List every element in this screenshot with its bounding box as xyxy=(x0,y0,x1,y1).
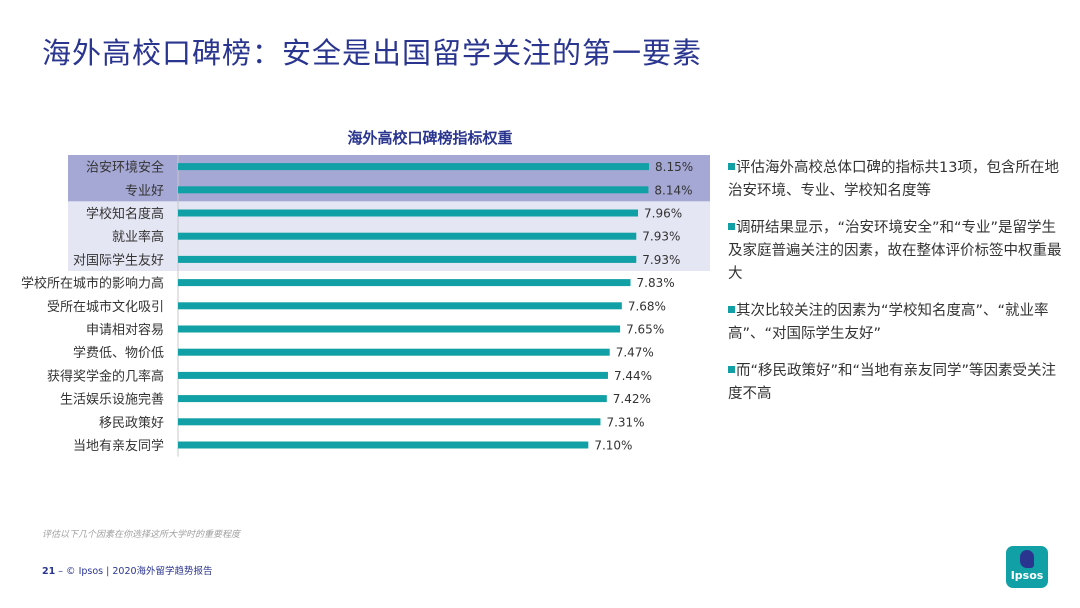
page-title: 海外高校口碑榜：安全是出国留学关注的第一要素 xyxy=(42,36,703,70)
category-label: 申请相对容易 xyxy=(86,322,164,338)
bar xyxy=(178,395,607,403)
bar xyxy=(178,186,649,194)
data-label: 7.10% xyxy=(594,439,632,453)
footer: 21 – © Ipsos | 2020海外留学趋势报告 xyxy=(42,563,213,577)
category-label: 学费低、物价低 xyxy=(73,345,164,361)
ipsos-logo: Ipsos xyxy=(1006,546,1048,588)
category-label: 生活娱乐设施完善 xyxy=(60,392,164,408)
footer-text: © Ipsos | 2020海外留学趋势报告 xyxy=(66,566,213,577)
bullet-text: 而“移民政策好”和“当地有亲友同学”等因素受关注度不高 xyxy=(728,363,1057,402)
bullet-item: 而“移民政策好”和“当地有亲友同学”等因素受关注度不高 xyxy=(728,360,1068,406)
category-label: 当地有亲友同学 xyxy=(73,438,164,454)
bullet-square-icon xyxy=(728,366,735,373)
category-label: 移民政策好 xyxy=(99,415,164,431)
data-label: 7.93% xyxy=(642,253,680,267)
bar xyxy=(178,418,601,426)
data-label: 7.47% xyxy=(616,346,654,360)
data-label: 7.44% xyxy=(614,369,652,383)
bullet-item: 调研结果显示，“治安环境安全”和“专业”是留学生及家庭普遍关注的因素，故在整体评… xyxy=(728,217,1068,286)
logo-mark-icon xyxy=(1020,550,1034,568)
data-label: 7.42% xyxy=(613,392,651,406)
category-label: 就业率高 xyxy=(112,229,164,245)
bar xyxy=(178,255,637,263)
bar xyxy=(178,279,631,287)
bar xyxy=(178,163,649,171)
category-label: 受所在城市文化吸引 xyxy=(47,299,164,315)
bullet-item: 评估海外高校总体口碑的指标共13项，包含所在地治安环境、专业、学校知名度等 xyxy=(728,157,1068,203)
category-label: 对国际学生友好 xyxy=(73,252,164,268)
category-label: 专业好 xyxy=(125,184,164,199)
bullet-square-icon xyxy=(728,223,735,230)
bullet-square-icon xyxy=(728,306,735,313)
bar xyxy=(178,441,589,449)
data-label: 7.68% xyxy=(628,299,666,313)
bullet-text: 调研结果显示，“治安环境安全”和“专业”是留学生及家庭普遍关注的因素，故在整体评… xyxy=(728,220,1062,282)
bullet-list: 评估海外高校总体口碑的指标共13项，包含所在地治安环境、专业、学校知名度等 调研… xyxy=(728,157,1068,420)
data-label: 7.96% xyxy=(644,207,682,221)
category-label: 学校所在城市的影响力高 xyxy=(21,276,164,292)
data-label: 7.65% xyxy=(626,323,664,337)
bullet-square-icon xyxy=(728,163,735,170)
highlight-band-top xyxy=(68,155,710,202)
category-label: 获得奖学金的几率高 xyxy=(47,368,164,384)
bullet-text: 其次比较关注的因素为“学校知名度高”、“就业率高”、“对国际学生友好” xyxy=(728,303,1049,342)
page-number: 21 xyxy=(42,566,56,577)
data-label: 7.93% xyxy=(642,230,680,244)
survey-question-note: 评估以下几个因素在你选择这所大学时的重要程度 xyxy=(42,530,241,540)
bar xyxy=(178,325,621,333)
bullet-item: 其次比较关注的因素为“学校知名度高”、“就业率高”、“对国际学生友好” xyxy=(728,300,1068,346)
category-label: 治安环境安全 xyxy=(86,160,164,176)
bar xyxy=(178,209,639,217)
chart-title: 海外高校口碑榜指标权重 xyxy=(347,129,513,147)
bar xyxy=(178,232,637,240)
bar xyxy=(178,348,610,356)
logo-text: Ipsos xyxy=(1010,569,1044,582)
category-label: 学校知名度高 xyxy=(86,206,164,222)
data-label: 8.14% xyxy=(654,183,692,197)
bar xyxy=(178,371,608,379)
data-label: 7.31% xyxy=(606,415,644,429)
data-label: 8.15% xyxy=(655,160,693,174)
bar xyxy=(178,302,622,310)
data-label: 7.83% xyxy=(637,276,675,290)
bullet-text: 评估海外高校总体口碑的指标共13项，包含所在地治安环境、专业、学校知名度等 xyxy=(728,160,1059,199)
footer-dash: – xyxy=(58,566,67,577)
